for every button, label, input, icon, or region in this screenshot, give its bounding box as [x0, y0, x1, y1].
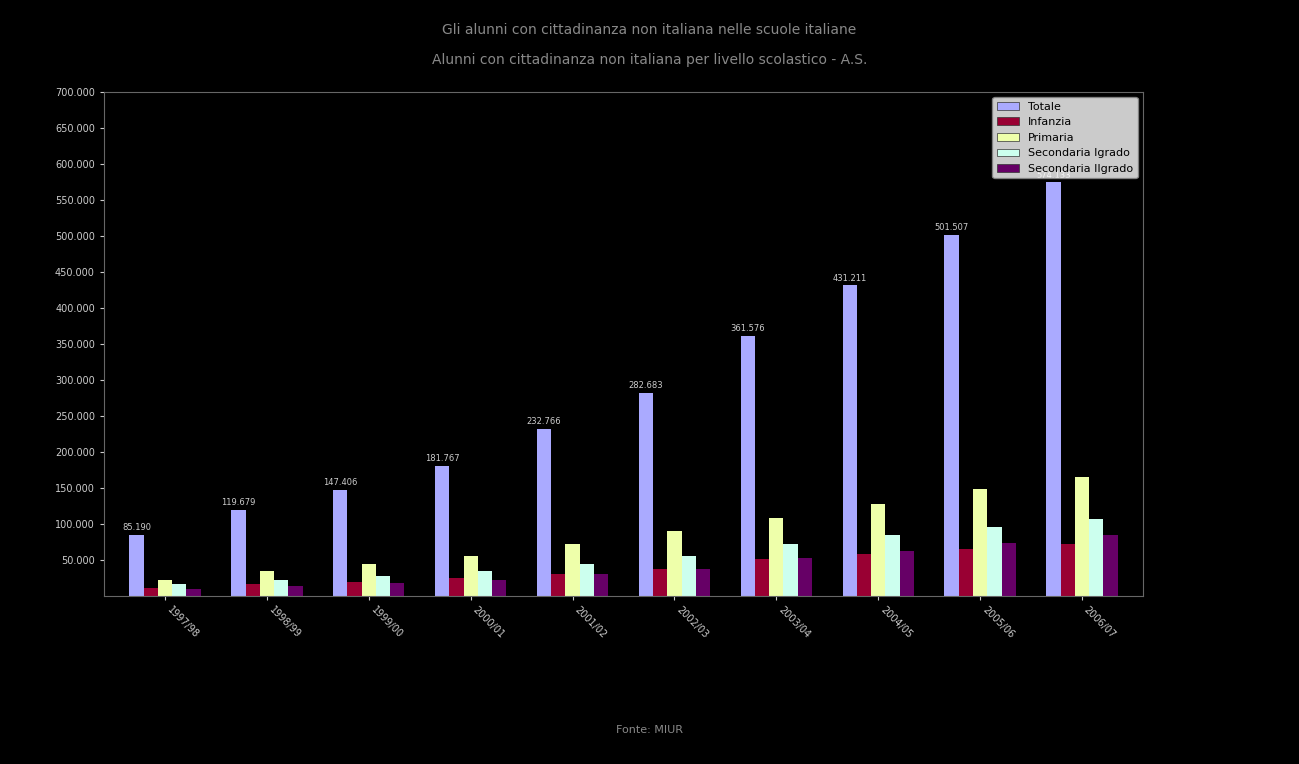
Text: 282.683: 282.683 — [629, 381, 664, 390]
Bar — [478, 571, 492, 596]
Bar — [347, 581, 361, 596]
Bar — [565, 544, 579, 596]
Bar — [1002, 542, 1016, 596]
Bar — [755, 559, 769, 596]
Bar — [798, 558, 812, 596]
Text: 501.507: 501.507 — [934, 223, 969, 232]
Bar — [231, 510, 246, 596]
Bar — [973, 489, 987, 596]
Bar — [449, 578, 464, 596]
Bar — [130, 535, 144, 596]
Text: 431.211: 431.211 — [833, 274, 866, 283]
Bar — [959, 549, 973, 596]
Text: 119.679: 119.679 — [221, 498, 256, 507]
Bar — [579, 564, 594, 596]
Bar — [872, 503, 886, 596]
Bar — [857, 554, 872, 596]
Bar — [1060, 544, 1074, 596]
Bar — [274, 580, 288, 596]
Bar — [987, 527, 1002, 596]
Bar — [333, 490, 347, 596]
Bar — [551, 574, 565, 596]
Text: Gli alunni con cittadinanza non italiana nelle scuole italiane: Gli alunni con cittadinanza non italiana… — [443, 23, 856, 37]
Bar — [668, 531, 682, 596]
Bar — [464, 556, 478, 596]
Bar — [435, 465, 449, 596]
Bar — [246, 584, 260, 596]
Bar — [944, 235, 959, 596]
Bar — [783, 544, 798, 596]
Bar — [536, 429, 551, 596]
Text: 574.133: 574.133 — [1037, 170, 1070, 180]
Bar — [682, 556, 696, 596]
Bar — [1074, 477, 1089, 596]
Bar — [639, 393, 653, 596]
Bar — [144, 588, 158, 596]
Text: 147.406: 147.406 — [323, 478, 357, 487]
Bar — [187, 589, 201, 596]
Bar — [173, 584, 187, 596]
Bar — [288, 586, 303, 596]
Bar — [375, 576, 390, 596]
Bar — [843, 286, 857, 596]
Bar — [740, 336, 755, 596]
Text: Alunni con cittadinanza non italiana per livello scolastico - A.S.: Alunni con cittadinanza non italiana per… — [431, 53, 868, 67]
Bar — [886, 536, 900, 596]
Bar — [900, 551, 914, 596]
Bar — [653, 568, 668, 596]
Bar — [260, 571, 274, 596]
Text: 361.576: 361.576 — [730, 324, 765, 333]
Bar — [1089, 519, 1103, 596]
Bar — [158, 580, 173, 596]
Text: Fonte: MIUR: Fonte: MIUR — [616, 726, 683, 736]
Bar — [361, 565, 375, 596]
Bar — [390, 583, 404, 596]
Text: 181.767: 181.767 — [425, 454, 460, 463]
Bar — [594, 575, 608, 596]
Bar — [1103, 536, 1117, 596]
Bar — [1046, 183, 1060, 596]
Bar — [696, 568, 711, 596]
Legend: Totale, Infanzia, Primaria, Secondaria Igrado, Secondaria IIgrado: Totale, Infanzia, Primaria, Secondaria I… — [992, 97, 1138, 178]
Bar — [492, 580, 507, 596]
Bar — [769, 518, 783, 596]
Text: 85.190: 85.190 — [122, 523, 151, 532]
Text: 232.766: 232.766 — [526, 417, 561, 426]
